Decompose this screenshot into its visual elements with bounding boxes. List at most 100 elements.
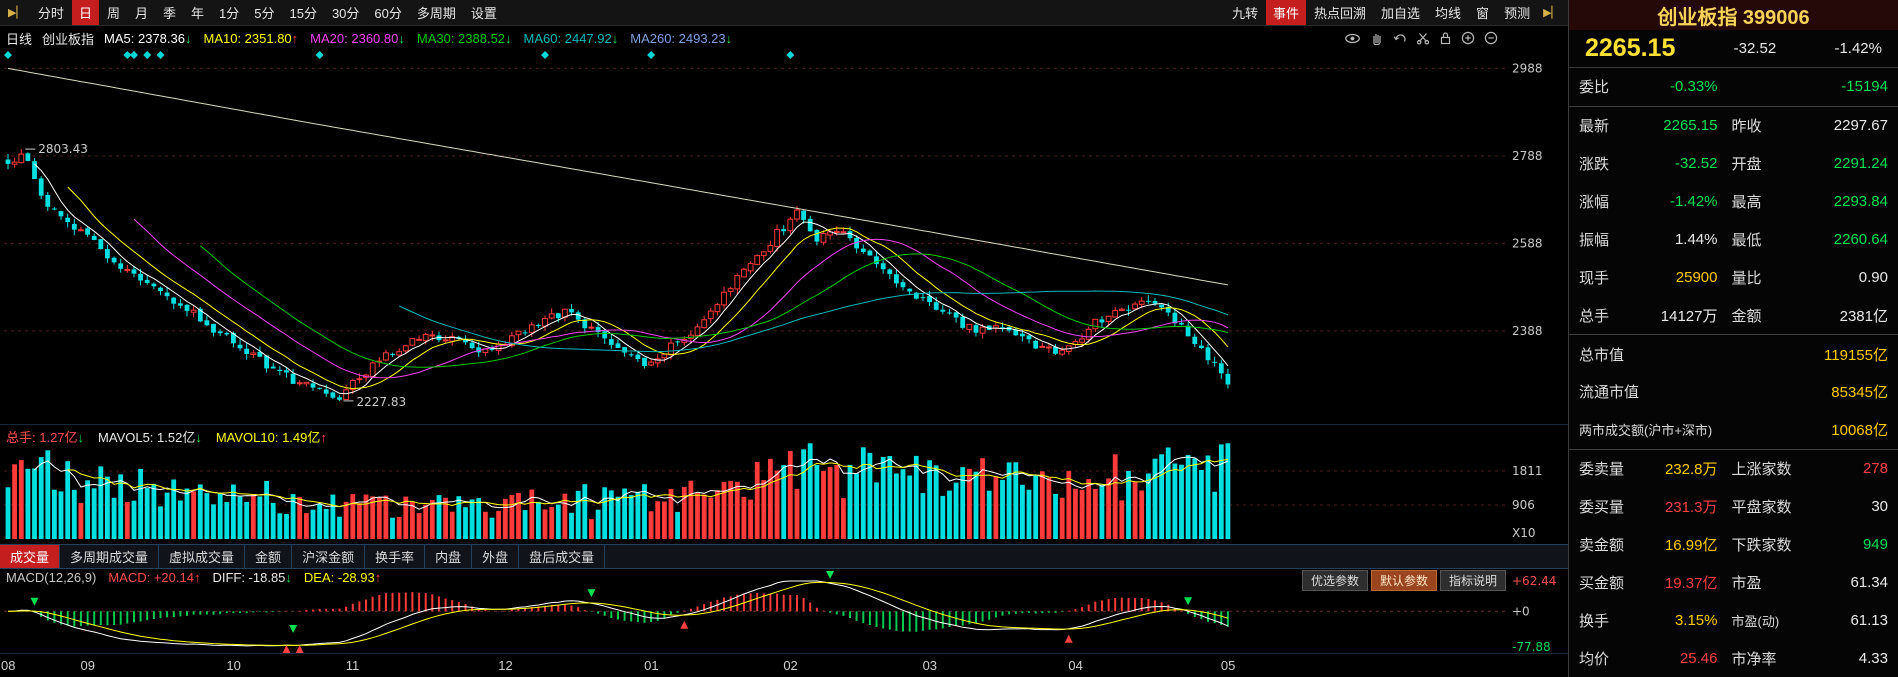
time-axis: 08 09 10 11 12 01 02 03 04 05: [0, 653, 1568, 677]
quote-row-14: 换手 3.15% 市盈(动) 61.13: [1579, 611, 1888, 630]
period-tab-12[interactable]: 设置: [470, 6, 497, 21]
candlestick-chart[interactable]: 2988 2788 2588 2388 2803.43 2227.83: [0, 50, 1568, 424]
quote-row-13: 买金额 19.37亿 市盈 61.34: [1579, 573, 1888, 592]
toolbar-menu-item-1[interactable]: 事件: [1265, 0, 1306, 25]
undo-icon[interactable]: [1393, 31, 1407, 45]
toolbar-menu-item-2[interactable]: 热点回溯: [1314, 6, 1367, 21]
quote-row-6: 总手 14127万 金额 2381亿: [1569, 296, 1898, 336]
hand-icon[interactable]: [1370, 31, 1384, 45]
chart-header: 日线 创业板指 MA5: 2378.36↓ MA10: 2351.80↑ MA20:…: [0, 26, 1568, 50]
indicator-tab-2[interactable]: 虚拟成交量: [159, 545, 246, 568]
quote-detail-rows: 委比 -0.33% -15194 最新 2265.15 昨收 2297.67 涨跌 -32.52…: [1569, 68, 1898, 677]
svg-text:2988: 2988: [1512, 61, 1543, 75]
trend-arrow-icon: ↓: [505, 30, 512, 46]
lock-icon[interactable]: [1439, 31, 1452, 45]
indicator-tab-1[interactable]: 多周期成交量: [60, 545, 160, 568]
period-tab-8[interactable]: 15分: [289, 6, 317, 21]
period-tab-2[interactable]: 周: [106, 6, 120, 21]
period-tab-5[interactable]: 年: [191, 6, 205, 21]
price-change: -32.52: [1733, 40, 1777, 57]
indicator-tab-0[interactable]: 成交量: [0, 545, 61, 568]
indicator-tab-bar: 成交量 多周期成交量 虚拟成交量 金额 沪深金额 换手率 内盘 外盘 盘后成交量: [0, 544, 1568, 569]
toolbar-menu-item-0[interactable]: 九转: [1231, 6, 1258, 21]
ma-value-5: MA260: 2493.23↓: [630, 30, 733, 46]
quote-row-12: 卖金额 16.99亿 下跌家数 949: [1579, 535, 1888, 554]
quote-row-0: 委比 -0.33% -15194: [1569, 68, 1898, 107]
quote-row-15: 均价 25.46 市净率 4.33: [1579, 649, 1888, 668]
volume-header: 总手: 1.27亿↓ MAVOL5: 1.52亿↓ MAVOL10: 1.49亿↑: [6, 427, 327, 446]
month-label-08: 08: [1, 658, 16, 673]
toolbar-menu-item-6[interactable]: 预测: [1504, 6, 1531, 21]
ma-value-4: MA60: 2447.92↓: [523, 30, 619, 46]
period-tab-7[interactable]: 5分: [254, 6, 275, 21]
svg-text:2588: 2588: [1512, 236, 1543, 250]
period-tab-11[interactable]: 多周期: [416, 6, 456, 21]
quote-row-1: 最新 2265.15 昨收 2297.67: [1579, 117, 1888, 136]
svg-text:-77.88: -77.88: [1512, 640, 1551, 653]
price-row: 2265.15 -32.52 -1.42%: [1569, 30, 1898, 68]
macd-header-value-2: DIFF: -18.85↓: [212, 570, 292, 585]
macd-header-value-1: MACD: +20.14↑: [108, 570, 201, 585]
period-tab-4[interactable]: 季: [162, 6, 176, 21]
volume-header-value-0: 总手: 1.27亿↓: [6, 430, 85, 445]
month-label-01: 01: [644, 658, 659, 673]
svg-text:906: 906: [1512, 498, 1535, 512]
macd-button-2[interactable]: 指标说明: [1439, 570, 1506, 591]
quote-row-4: 振幅 1.44% 最低 2260.64: [1579, 230, 1888, 249]
period-tab-10[interactable]: 60分: [374, 6, 402, 21]
symbol-title: 创业板指 399006: [1569, 0, 1898, 30]
zoom-in-icon[interactable]: [1461, 31, 1475, 45]
indicator-tab-6[interactable]: 内盘: [425, 545, 473, 568]
indicator-tab-5[interactable]: 换手率: [365, 545, 426, 568]
quote-row-7: 总市值 119155亿: [1579, 346, 1888, 364]
zoom-out-icon[interactable]: [1484, 31, 1498, 45]
quote-row-3: 涨幅 -1.42% 最高 2293.84: [1579, 193, 1888, 212]
indicator-tab-3[interactable]: 金额: [245, 545, 293, 568]
svg-text:2803.43: 2803.43: [38, 142, 88, 156]
trend-arrow-icon: ↓: [725, 30, 733, 46]
month-label-10: 10: [226, 658, 241, 673]
indicator-tab-8[interactable]: 盘后成交量: [519, 545, 606, 568]
collapse-left-icon[interactable]: ▶▏: [8, 7, 25, 19]
month-label-12: 12: [498, 658, 513, 673]
trend-arrow-icon: ↑: [374, 570, 382, 585]
price-change-percent: -1.42%: [1834, 40, 1882, 57]
month-label-11: 11: [345, 658, 360, 673]
period-tab-1[interactable]: 日: [71, 0, 99, 25]
toolbar-menu-item-4[interactable]: 均线: [1435, 6, 1462, 21]
quote-row-5: 现手 25900 量比 0.90: [1579, 268, 1888, 287]
period-tab-9[interactable]: 30分: [331, 6, 360, 21]
trend-arrow-icon: ↑: [320, 430, 327, 445]
svg-text:+62.44: +62.44: [1512, 574, 1556, 588]
macd-button-0[interactable]: 优选参数: [1301, 570, 1368, 591]
svg-text:+0: +0: [1512, 604, 1530, 618]
volume-header-value-2: MAVOL10: 1.49亿↑: [215, 430, 327, 445]
month-label-04: 04: [1068, 658, 1083, 673]
period-tab-group: 分时日周月季年 1分 5分 15分 30分 60分 多周期 设置: [31, 0, 504, 25]
trend-arrow-icon: ↓: [195, 430, 202, 445]
period-tab-3[interactable]: 月: [134, 6, 148, 21]
svg-text:2788: 2788: [1512, 149, 1543, 163]
trend-arrow-icon: ↑: [193, 570, 201, 585]
toolbar-menu-item-3[interactable]: 加自选: [1381, 6, 1421, 21]
indicator-tab-7[interactable]: 外盘: [472, 545, 520, 568]
period-tab-6[interactable]: 1分: [219, 6, 240, 21]
macd-chart[interactable]: +62.44 +0 -77.88: [0, 569, 1568, 653]
volume-chart[interactable]: 1811 906 X10: [0, 425, 1568, 545]
toolbar-right-menu: 九转 事件 热点回溯 加自选 均线窗预测: [1225, 0, 1537, 25]
period-tab-0[interactable]: 分时: [37, 6, 64, 21]
trend-arrow-icon: ↓: [285, 570, 292, 585]
month-label-02: 02: [783, 658, 798, 673]
toolbar-menu-item-5[interactable]: 窗: [1476, 6, 1490, 21]
quote-row-10: 委卖量 232.8万 上涨家数 278: [1579, 460, 1888, 479]
period-type-label: 日线: [6, 31, 33, 47]
svg-text:2227.83: 2227.83: [357, 395, 407, 409]
collapse-right-icon[interactable]: ▶▏: [1543, 7, 1560, 19]
scissors-icon[interactable]: [1416, 31, 1430, 45]
indicator-tab-4[interactable]: 沪深金额: [292, 545, 366, 568]
chart-toolbar: [1344, 31, 1562, 45]
quote-row-11: 委买量 231.3万 平盘家数 30: [1579, 498, 1888, 517]
macd-button-1[interactable]: 默认参数: [1370, 570, 1437, 591]
chart-panel: ▶▏ 分时日周月季年 1分 5分 15分 30分 60分 多周期 设置 九转 事件 热点回溯 加自选…: [0, 0, 1568, 677]
eye-icon[interactable]: [1344, 32, 1361, 45]
